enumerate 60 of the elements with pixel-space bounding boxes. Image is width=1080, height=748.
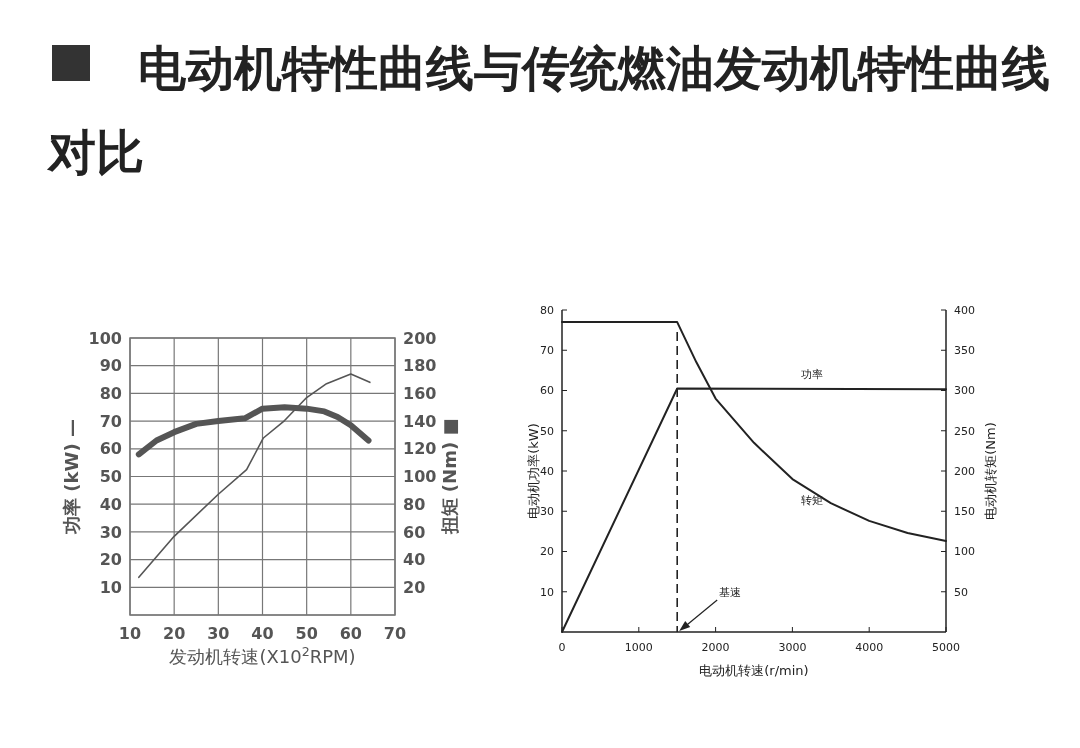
y-tick-label: 10 <box>540 585 554 599</box>
y-tick-label: 40 <box>540 464 554 478</box>
y-tick-label: 80 <box>99 384 122 403</box>
line-series <box>138 373 371 579</box>
y2-tick-label: 40 <box>403 550 426 570</box>
y2-tick-label: 100 <box>954 545 975 559</box>
series-label: 功率 <box>800 368 823 382</box>
text: 电动机特性曲线与传统燃油发动机特性曲线对比 <box>48 39 1051 182</box>
y2-tick-label: 20 <box>403 577 426 597</box>
y-tick-label: 70 <box>99 411 122 431</box>
y-tick-label: 50 <box>99 467 122 487</box>
y-tick-label: 20 <box>540 545 554 559</box>
y-tick-label: 60 <box>99 439 122 459</box>
y-tick-label: 100 <box>88 328 122 348</box>
y2-axis-title: 扭矩 (Nm) ■ <box>439 418 460 536</box>
x-tick-label: 10 <box>118 624 142 643</box>
x-tick-label: 30 <box>207 624 230 643</box>
x-tick-label: 60 <box>339 624 362 643</box>
y2-tick-label: 200 <box>403 328 437 348</box>
y2-tick-label: 350 <box>954 344 975 358</box>
y-tick-label: 90 <box>99 356 122 376</box>
y-tick-label: 30 <box>540 505 554 519</box>
x-tick-label: 2000 <box>701 641 730 654</box>
y-tick-label: 30 <box>99 522 122 542</box>
y-axis-title: 电动机功率(kW) <box>526 423 541 519</box>
x-tick-label: 20 <box>163 624 186 643</box>
series-label: 转矩 <box>800 494 823 508</box>
x-tick-label: 1000 <box>624 641 653 654</box>
y2-tick-label: 400 <box>954 303 975 317</box>
y-tick-label: 10 <box>99 577 122 597</box>
x-tick-label: 3000 <box>778 641 807 654</box>
y-tick-label: 40 <box>99 494 122 514</box>
y-axis-title: 功率 (kW) — <box>61 419 82 535</box>
y-tick-label: 20 <box>99 550 122 570</box>
y2-tick-label: 150 <box>954 505 975 519</box>
y-tick-label: 80 <box>540 303 554 317</box>
y2-tick-label: 100 <box>403 467 437 487</box>
ref-line-label: 基速 <box>719 586 742 599</box>
y2-tick-label: 300 <box>954 384 975 398</box>
y2-tick-label: 180 <box>403 356 437 376</box>
y2-tick-label: 60 <box>403 522 426 542</box>
y2-tick-label: 160 <box>403 384 437 403</box>
y2-tick-label: 140 <box>403 411 437 431</box>
x-axis-title: 发动机转速(X10$^{2}$RPM) <box>169 643 356 667</box>
x-tick-label: 0 <box>558 641 566 654</box>
x-tick-label: 40 <box>251 624 274 643</box>
y2-tick-label: 50 <box>954 585 968 599</box>
y2-axis-title: 电动机转矩(Nm) <box>983 422 998 520</box>
x-tick-label: 5000 <box>932 641 960 654</box>
x-tick-label: 70 <box>383 624 407 643</box>
x-axis-title: 电动机转速(r/min) <box>699 663 809 678</box>
y2-tick-label: 250 <box>954 424 975 438</box>
y2-tick-label: 200 <box>954 464 975 478</box>
y2-tick-label: 80 <box>403 494 426 514</box>
y-tick-label: 70 <box>540 344 554 358</box>
x-tick-label: 4000 <box>855 641 884 654</box>
y-tick-label: 60 <box>540 384 554 398</box>
y-tick-label: 50 <box>540 424 554 438</box>
y2-tick-label: 120 <box>403 439 437 459</box>
x-tick-label: 50 <box>295 624 318 643</box>
